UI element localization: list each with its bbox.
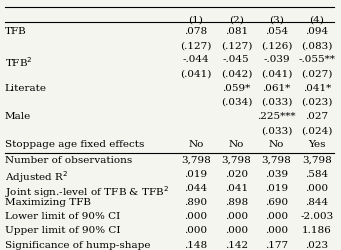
Text: .844: .844 — [305, 198, 328, 207]
Text: Stoppage age fixed effects: Stoppage age fixed effects — [5, 140, 144, 149]
Text: (.033): (.033) — [261, 126, 292, 135]
Text: .039: .039 — [265, 170, 288, 179]
Text: .020: .020 — [225, 170, 248, 179]
Text: (.023): (.023) — [301, 98, 332, 107]
Text: .584: .584 — [305, 170, 328, 179]
Text: 3,798: 3,798 — [221, 156, 251, 164]
Text: .148: .148 — [184, 240, 208, 250]
Text: .890: .890 — [184, 198, 208, 207]
Text: .078: .078 — [184, 27, 208, 36]
Text: .000: .000 — [184, 212, 208, 221]
Text: .023: .023 — [305, 240, 328, 250]
Text: (1): (1) — [189, 15, 204, 24]
Text: .054: .054 — [265, 27, 288, 36]
Text: (.126): (.126) — [261, 41, 292, 50]
Text: Significance of hump-shape: Significance of hump-shape — [5, 240, 150, 250]
Text: (.041): (.041) — [261, 70, 292, 78]
Text: TFB$^2$: TFB$^2$ — [5, 55, 32, 69]
Text: -.039: -.039 — [263, 55, 290, 64]
Text: 3,798: 3,798 — [302, 156, 332, 164]
Text: -.055**: -.055** — [298, 55, 335, 64]
Text: .898: .898 — [225, 198, 248, 207]
Text: .041*: .041* — [303, 84, 331, 93]
Text: (3): (3) — [269, 15, 284, 24]
Text: Upper limit of 90% CI: Upper limit of 90% CI — [5, 226, 120, 235]
Text: Literate: Literate — [5, 84, 47, 93]
Text: TFB: TFB — [5, 27, 27, 36]
Text: (.024): (.024) — [301, 126, 332, 135]
Text: (.042): (.042) — [221, 70, 252, 78]
Text: .142: .142 — [225, 240, 248, 250]
Text: Yes: Yes — [308, 140, 326, 149]
Text: Number of observations: Number of observations — [5, 156, 132, 164]
Text: .041: .041 — [225, 184, 248, 193]
Text: .177: .177 — [265, 240, 288, 250]
Text: .000: .000 — [225, 226, 248, 235]
Text: 3,798: 3,798 — [181, 156, 211, 164]
Text: 3,798: 3,798 — [262, 156, 292, 164]
Text: (.127): (.127) — [180, 41, 212, 50]
Text: .000: .000 — [265, 226, 288, 235]
Text: .059*: .059* — [222, 84, 250, 93]
Text: -.044: -.044 — [183, 55, 209, 64]
Text: Maximizing TFB: Maximizing TFB — [5, 198, 91, 207]
Text: 1.186: 1.186 — [302, 226, 332, 235]
Text: .061*: .061* — [263, 84, 291, 93]
Text: (.083): (.083) — [301, 41, 332, 50]
Text: Adjusted R$^2$: Adjusted R$^2$ — [5, 170, 68, 186]
Text: (.027): (.027) — [301, 70, 332, 78]
Text: -.045: -.045 — [223, 55, 250, 64]
Text: .081: .081 — [225, 27, 248, 36]
Text: (.041): (.041) — [180, 70, 212, 78]
Text: (.127): (.127) — [221, 41, 252, 50]
Text: -2.003: -2.003 — [300, 212, 333, 221]
Text: .094: .094 — [305, 27, 328, 36]
Text: .019: .019 — [184, 170, 208, 179]
Text: .225***: .225*** — [257, 112, 296, 121]
Text: .027: .027 — [305, 112, 328, 121]
Text: No: No — [229, 140, 244, 149]
Text: .000: .000 — [184, 226, 208, 235]
Text: No: No — [269, 140, 284, 149]
Text: (2): (2) — [229, 15, 244, 24]
Text: .000: .000 — [265, 212, 288, 221]
Text: Joint sign.-level of TFB & TFB$^2$: Joint sign.-level of TFB & TFB$^2$ — [5, 184, 169, 200]
Text: Male: Male — [5, 112, 31, 121]
Text: .000: .000 — [225, 212, 248, 221]
Text: .044: .044 — [184, 184, 208, 193]
Text: .690: .690 — [265, 198, 288, 207]
Text: (.034): (.034) — [221, 98, 252, 107]
Text: .000: .000 — [305, 184, 328, 193]
Text: No: No — [188, 140, 204, 149]
Text: (.033): (.033) — [261, 98, 292, 107]
Text: (4): (4) — [309, 15, 324, 24]
Text: Lower limit of 90% CI: Lower limit of 90% CI — [5, 212, 120, 221]
Text: .019: .019 — [265, 184, 288, 193]
